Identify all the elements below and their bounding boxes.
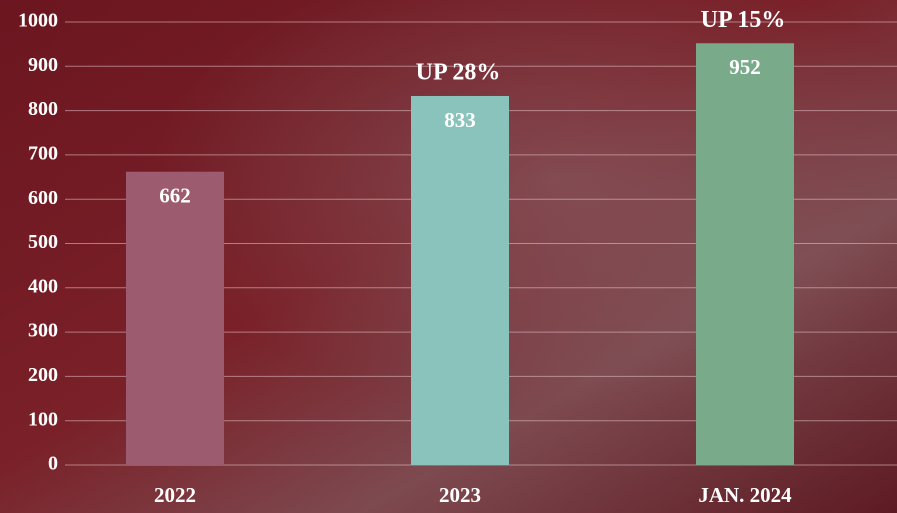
bar [696, 43, 794, 465]
x-tick-label: 2022 [154, 483, 196, 507]
page: {"chart_data": {"type": "bar", "categori… [0, 0, 897, 513]
y-tick-label: 300 [28, 320, 58, 342]
y-tick-label: 700 [28, 142, 58, 164]
y-tick-label: 400 [28, 275, 58, 297]
chart: 0 100 200 300 400 500 600 700 800 900 1000 662 2022 8… [0, 0, 897, 513]
y-tick-label: 0 [48, 453, 58, 475]
y-tick-label: 1000 [18, 10, 58, 32]
bar [411, 96, 509, 465]
value-label: 662 [159, 184, 191, 208]
bar [126, 172, 224, 465]
y-tick-label: 600 [28, 187, 58, 209]
x-tick-label: 2023 [439, 483, 481, 507]
y-tick-label: 800 [28, 98, 58, 120]
value-label: 952 [729, 55, 761, 79]
annotation: UP 28% [416, 59, 501, 85]
value-label: 833 [444, 108, 476, 132]
y-tick-label: 900 [28, 54, 58, 76]
annotation: UP 15% [701, 7, 786, 33]
x-tick-label: JAN. 2024 [698, 483, 792, 507]
y-tick-label: 200 [28, 364, 58, 386]
y-tick-label: 100 [28, 408, 58, 430]
y-tick-label: 500 [28, 231, 58, 253]
